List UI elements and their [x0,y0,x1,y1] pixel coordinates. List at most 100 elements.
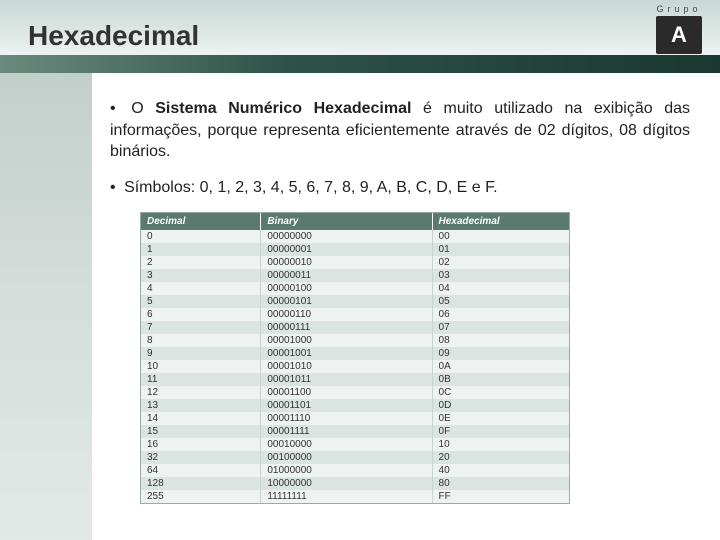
logo-group-text: Grupo [656,4,702,14]
table-cell: 06 [432,308,569,321]
table-cell: 02 [432,256,569,269]
table-cell: 2 [141,256,261,269]
table-row: 11000010110B [141,373,569,386]
page-title: Hexadecimal [28,20,199,52]
table-row: 50000010105 [141,295,569,308]
paragraph-1: • O Sistema Numérico Hexadecimal é muito… [110,98,690,163]
table-cell: FF [432,490,569,503]
table-cell: 09 [432,347,569,360]
table-cell: 00000111 [261,321,432,334]
table-row: 1281000000080 [141,477,569,490]
col-decimal: Decimal [141,213,261,230]
table-cell: 00001111 [261,425,432,438]
table-row: 70000011107 [141,321,569,334]
table-cell: 32 [141,451,261,464]
table-cell: 4 [141,282,261,295]
table-row: 160001000010 [141,438,569,451]
table-cell: 9 [141,347,261,360]
table-row: 10000010100A [141,360,569,373]
table-cell: 0F [432,425,569,438]
table-cell: 00000101 [261,295,432,308]
table-cell: 00001001 [261,347,432,360]
conversion-table-wrap: Decimal Binary Hexadecimal 0000000000010… [140,212,570,504]
table-row: 20000001002 [141,256,569,269]
table-cell: 00000000 [261,230,432,243]
table-cell: 0D [432,399,569,412]
table-row: 320010000020 [141,451,569,464]
table-cell: 0C [432,386,569,399]
table-cell: 10 [141,360,261,373]
table-cell: 01 [432,243,569,256]
table-cell: 00000100 [261,282,432,295]
table-cell: 3 [141,269,261,282]
col-binary: Binary [261,213,432,230]
slide: Grupo A Hexadecimal • O Sistema Numérico… [0,0,720,540]
table-row: 12000011000C [141,386,569,399]
table-cell: 07 [432,321,569,334]
logo-box: A [656,16,702,54]
table-cell: 16 [141,438,261,451]
table-cell: 7 [141,321,261,334]
table-cell: 0B [432,373,569,386]
table-cell: 12 [141,386,261,399]
table-cell: 128 [141,477,261,490]
table-cell: 04 [432,282,569,295]
table-row: 14000011100E [141,412,569,425]
table-cell: 00 [432,230,569,243]
table-cell: 00001110 [261,412,432,425]
table-cell: 11111111 [261,490,432,503]
table-cell: 08 [432,334,569,347]
logo-letter: A [671,22,687,48]
table-row: 90000100109 [141,347,569,360]
table-row: 15000011110F [141,425,569,438]
table-row: 40000010004 [141,282,569,295]
content-area: • O Sistema Numérico Hexadecimal é muito… [110,98,690,504]
table-row: 60000011006 [141,308,569,321]
table-cell: 05 [432,295,569,308]
table-cell: 00001101 [261,399,432,412]
table-cell: 255 [141,490,261,503]
table-cell: 00000010 [261,256,432,269]
table-cell: 01000000 [261,464,432,477]
table-cell: 00001100 [261,386,432,399]
bullet-icon: • [110,100,116,117]
table-cell: 00100000 [261,451,432,464]
table-cell: 8 [141,334,261,347]
para1-bold: Sistema Numérico Hexadecimal [155,100,411,117]
table-cell: 0A [432,360,569,373]
table-cell: 10000000 [261,477,432,490]
table-cell: 13 [141,399,261,412]
table-row: 25511111111FF [141,490,569,503]
table-cell: 0E [432,412,569,425]
table-cell: 5 [141,295,261,308]
table-cell: 11 [141,373,261,386]
table-cell: 00000011 [261,269,432,282]
table-cell: 80 [432,477,569,490]
table-row: 10000000101 [141,243,569,256]
table-cell: 15 [141,425,261,438]
table-row: 640100000040 [141,464,569,477]
table-row: 80000100008 [141,334,569,347]
table-cell: 00000110 [261,308,432,321]
table-cell: 0 [141,230,261,243]
table-row: 00000000000 [141,230,569,243]
table-cell: 10 [432,438,569,451]
paragraph-2: • Símbolos: 0, 1, 2, 3, 4, 5, 6, 7, 8, 9… [110,177,690,199]
table-cell: 40 [432,464,569,477]
table-cell: 6 [141,308,261,321]
table-cell: 00001000 [261,334,432,347]
left-decorative-strip [0,73,92,540]
para1-pre: O [131,100,155,117]
table-body: 0000000000010000000101200000010023000000… [141,230,569,503]
table-cell: 20 [432,451,569,464]
header-band [0,55,720,73]
table-cell: 03 [432,269,569,282]
conversion-table: Decimal Binary Hexadecimal 0000000000010… [141,213,569,503]
table-cell: 00000001 [261,243,432,256]
table-header-row: Decimal Binary Hexadecimal [141,213,569,230]
col-hex: Hexadecimal [432,213,569,230]
table-cell: 00001010 [261,360,432,373]
bullet-icon: • [110,179,116,196]
table-cell: 14 [141,412,261,425]
table-cell: 00010000 [261,438,432,451]
